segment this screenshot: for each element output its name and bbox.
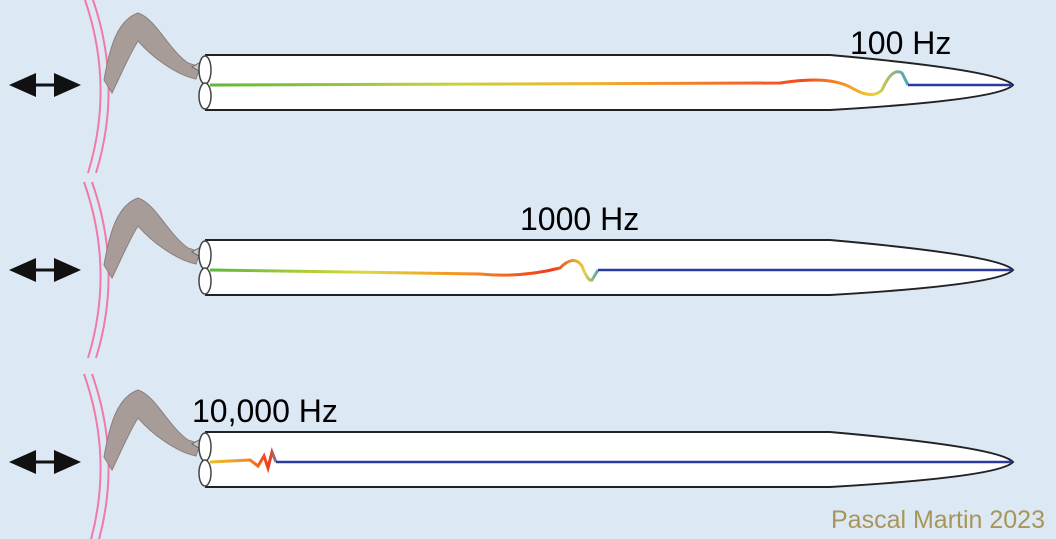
- frequency-label: 100 Hz: [850, 25, 951, 61]
- frequency-label: 10,000 Hz: [192, 393, 338, 429]
- panel-100hz: [12, 0, 1013, 173]
- frequency-label: 1000 Hz: [520, 201, 639, 237]
- panel-1000hz: [12, 182, 1013, 358]
- credit: Pascal Martin 2023: [831, 506, 1045, 534]
- panel-10000hz: [12, 374, 1013, 539]
